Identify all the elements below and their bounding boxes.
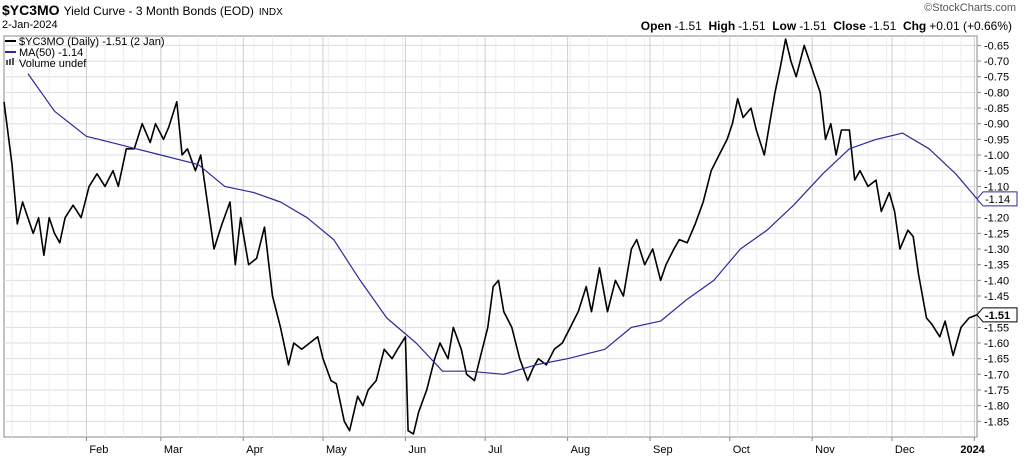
x-tick-label: Apr xyxy=(246,444,263,456)
ohlc-summary: Open -1.51 High -1.51 Low -1.51 Close -1.51 … xyxy=(641,19,1012,33)
open-label: Open xyxy=(640,19,672,33)
y-tick-label: -1.25 xyxy=(984,228,1009,240)
marker-label: -1.14 xyxy=(985,194,1010,206)
grid xyxy=(3,35,978,438)
ma50-line xyxy=(27,73,978,375)
marker-label: -1.51 xyxy=(985,310,1010,322)
y-tick-label: -1.35 xyxy=(984,260,1009,272)
y-tick-label: -1.10 xyxy=(984,181,1009,193)
plot-frame xyxy=(3,35,978,438)
legend-item: $YC3MO (Daily) -1.51 (2 Jan) xyxy=(5,36,165,48)
y-tick-label: -1.30 xyxy=(984,244,1009,256)
y-tick-label: -1.55 xyxy=(984,322,1009,334)
y-tick-label: -1.40 xyxy=(984,275,1009,287)
y-tick-label: -1.85 xyxy=(984,416,1009,428)
x-tick-label: Jul xyxy=(488,444,502,456)
x-tick-label: Sep xyxy=(653,444,673,456)
x-tick-label: Jun xyxy=(408,444,426,456)
y-tick-label: -1.05 xyxy=(984,166,1009,178)
marker-box xyxy=(976,307,1018,323)
y-tick-label: -1.60 xyxy=(984,338,1009,350)
y-tick-label: -1.20 xyxy=(984,213,1009,225)
stockcharts-watermark[interactable]: ©StockCharts.com xyxy=(924,2,1016,14)
legend-item: MA(50) -1.14 xyxy=(5,47,83,59)
y-tick-label: -0.70 xyxy=(984,56,1009,68)
ticker-symbol: $YC3MO xyxy=(2,2,60,18)
y-tick-label: -0.80 xyxy=(984,87,1009,99)
x-tick-label: Aug xyxy=(571,444,591,456)
y-tick-label: -1.00 xyxy=(984,150,1009,162)
price-last-marker: -1.51 xyxy=(976,307,1018,323)
legend-label: Volume undef xyxy=(19,58,87,70)
chg-label: Chg xyxy=(902,19,927,33)
close-label: Close xyxy=(833,19,866,33)
y-tick-label: -1.45 xyxy=(984,291,1009,303)
last-value-markers: -1.14 -1.51 xyxy=(976,191,1018,323)
price-line xyxy=(3,38,978,435)
x-tick-label: May xyxy=(326,444,347,456)
x-tick-label: Nov xyxy=(815,444,835,456)
legend-label: $YC3MO (Daily) -1.51 (2 Jan) xyxy=(19,36,165,48)
volume-legend-icon xyxy=(6,60,8,65)
y-tick-label: -1.65 xyxy=(984,354,1009,366)
y-tick-label: -0.85 xyxy=(984,103,1009,115)
chart-title: $YC3MO Yield Curve - 3 Month Bonds (EOD) I… xyxy=(2,2,283,18)
high-value: -1.51 xyxy=(738,19,766,33)
y-tick-label: -1.70 xyxy=(984,369,1009,381)
open-value: -1.51 xyxy=(674,19,702,33)
chart-date: 2-Jan-2024 xyxy=(2,19,58,31)
high-label: High xyxy=(708,19,736,33)
x-tick-label: Dec xyxy=(895,444,915,456)
legend-label: MA(50) -1.14 xyxy=(19,47,83,59)
close-value: -1.51 xyxy=(868,19,897,33)
y-tick-label: -0.95 xyxy=(984,134,1009,146)
y-tick-label: -1.80 xyxy=(984,401,1009,413)
chg-value: +0.01 (+0.66%) xyxy=(929,19,1012,33)
x-tick-label: Feb xyxy=(89,444,108,456)
y-tick-label: -1.75 xyxy=(984,385,1009,397)
y-axis: -0.65 -0.70 -0.75 -0.80 -0.85 -0.90 -0.95 -1.00… xyxy=(977,40,1009,428)
volume-legend-icon xyxy=(12,58,14,65)
low-label: Low xyxy=(772,19,797,33)
chart-title-text: Yield Curve - 3 Month Bonds (EOD) xyxy=(63,4,254,18)
exchange-label: INDX xyxy=(258,7,283,18)
y-tick-label: -0.75 xyxy=(984,72,1009,84)
low-value: -1.51 xyxy=(799,19,827,33)
ma50-last-marker: -1.14 xyxy=(976,191,1018,207)
legend: $YC3MO (Daily) -1.51 (2 Jan)MA(50) -1.14… xyxy=(5,36,165,70)
legend-item: Volume undef xyxy=(6,58,87,70)
x-tick-label: Oct xyxy=(733,444,750,456)
x-tick-label: Mar xyxy=(164,444,183,456)
y-tick-label: -0.90 xyxy=(984,119,1009,131)
volume-legend-icon xyxy=(9,59,11,65)
marker-box xyxy=(976,191,1018,207)
y-tick-label: -0.65 xyxy=(984,40,1009,52)
series-layer xyxy=(3,38,978,435)
x-axis: Feb Mar Apr May Jun Jul Aug Sep Oct Nov Dec 2024 xyxy=(85,437,986,456)
x-tick-label: 2024 xyxy=(960,444,985,456)
